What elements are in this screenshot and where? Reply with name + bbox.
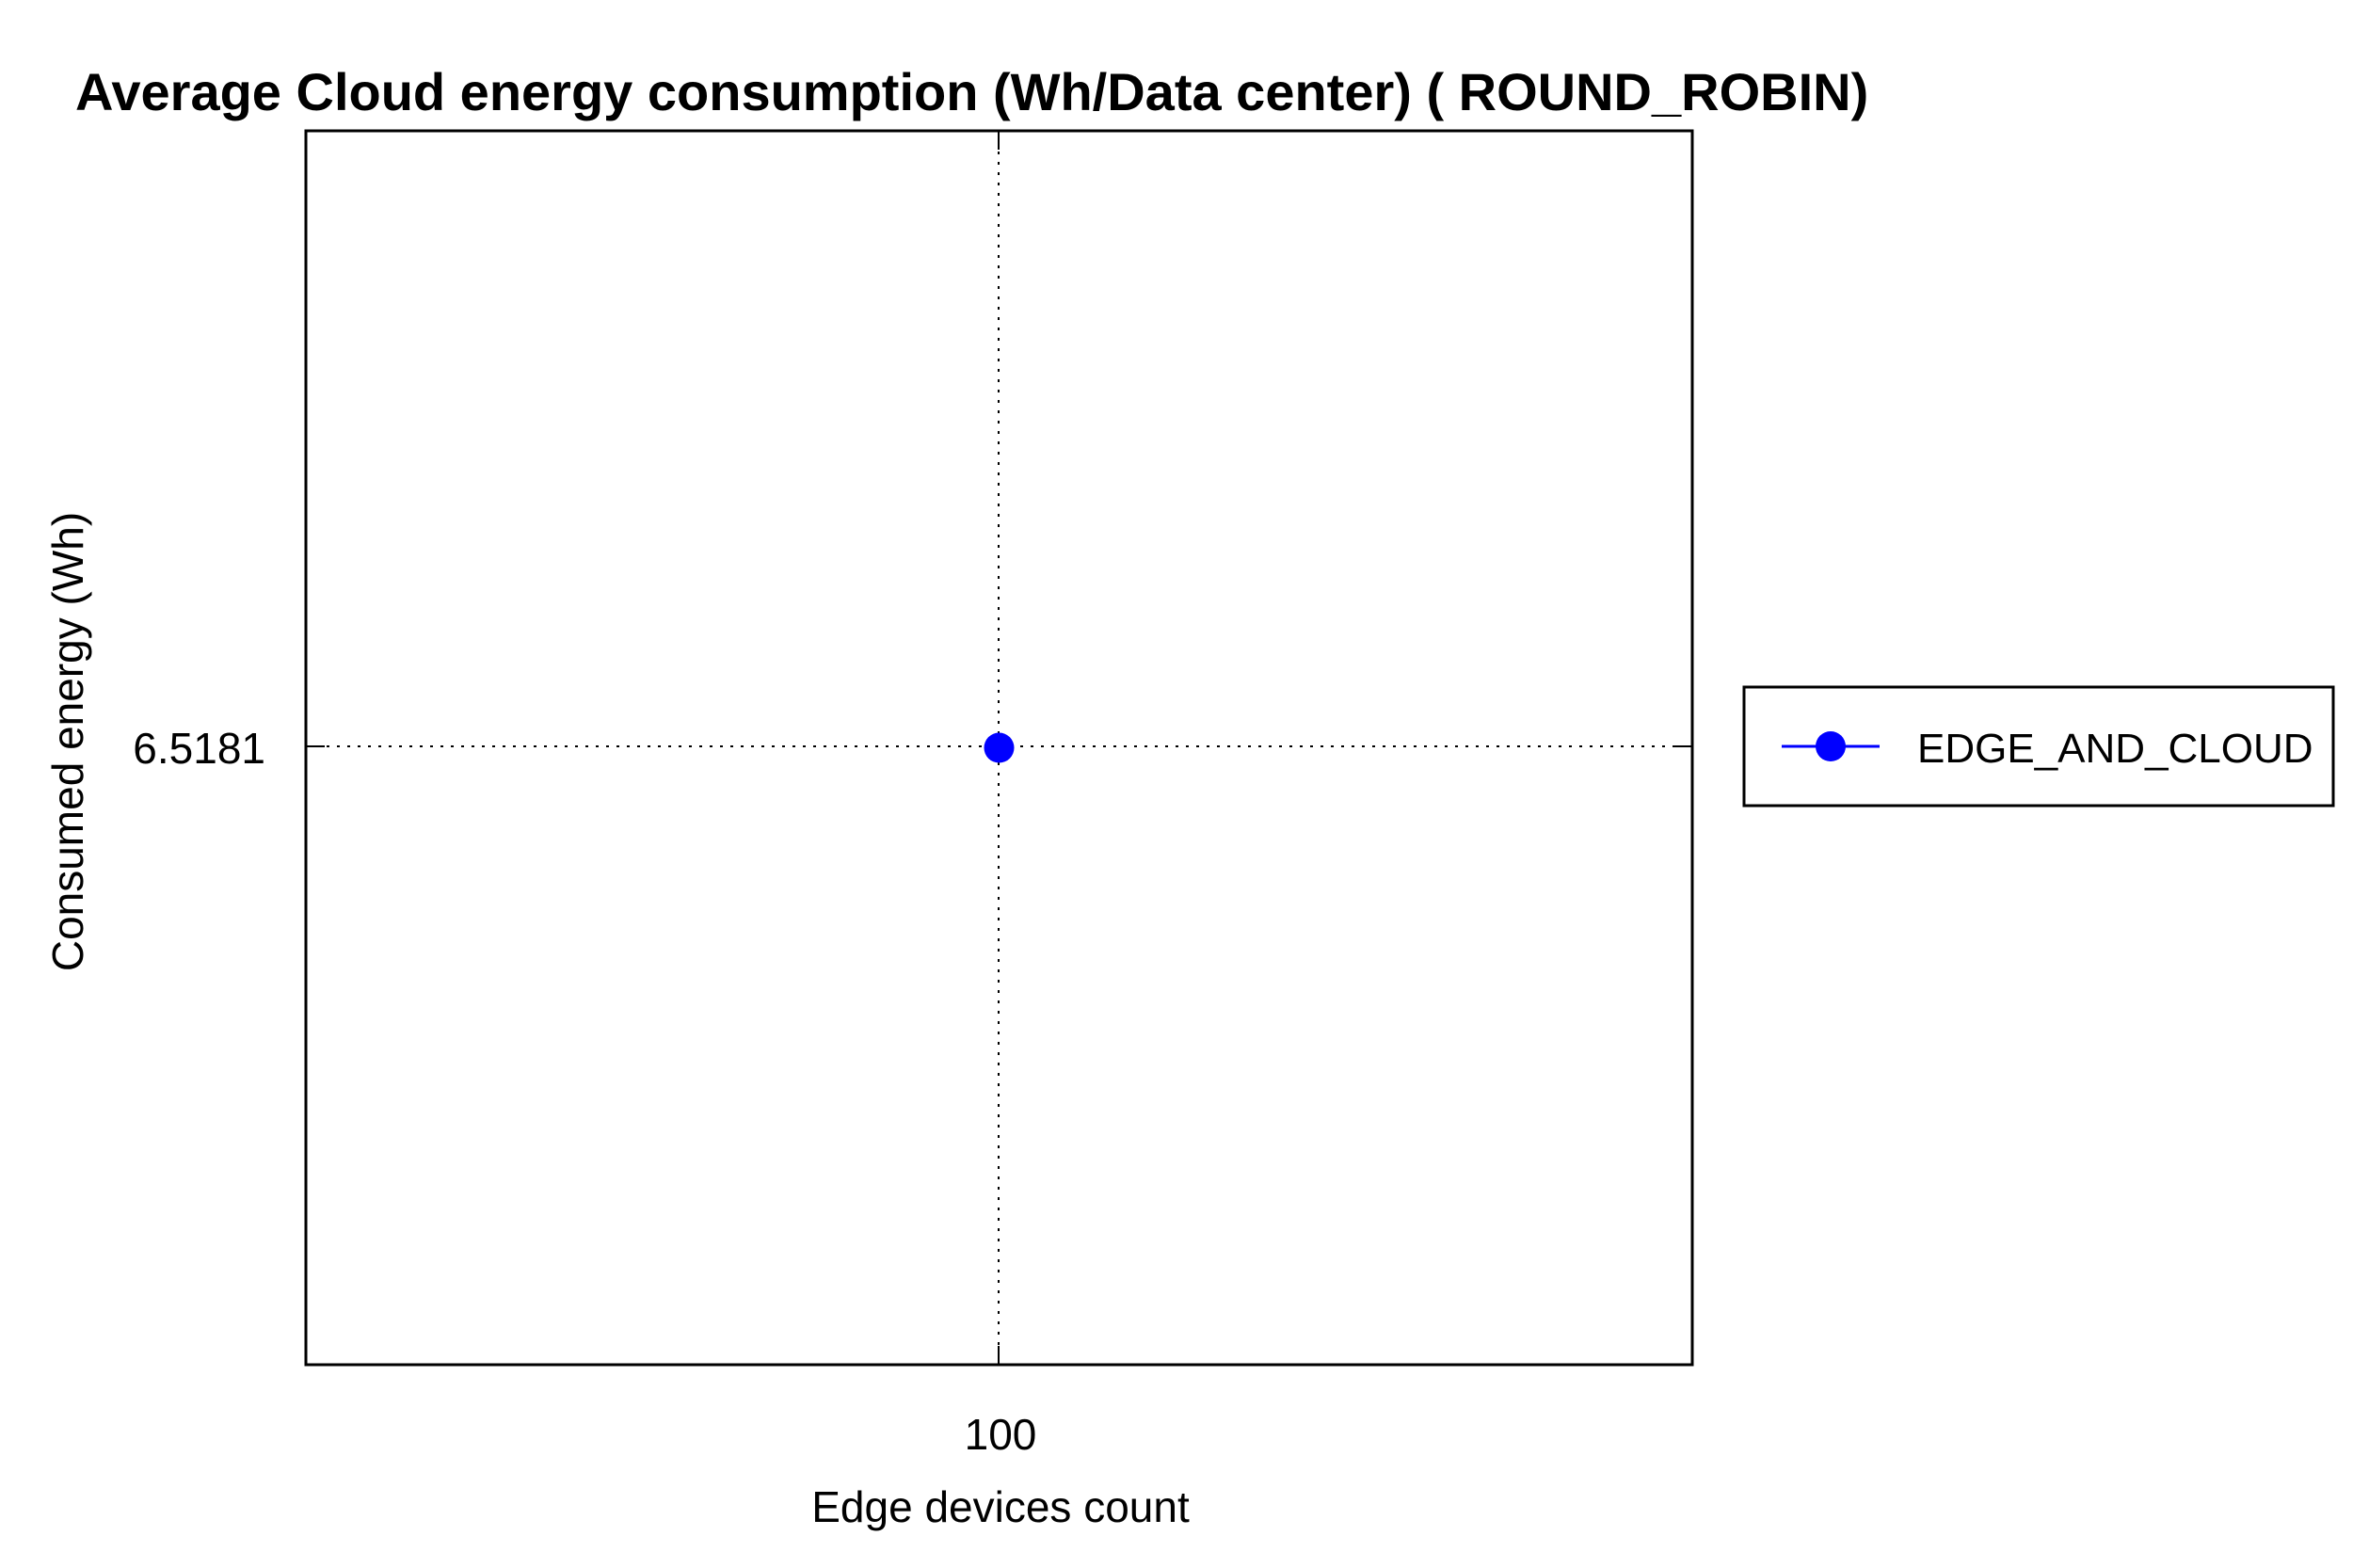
legend-label: EDGE_AND_CLOUD	[1917, 726, 2313, 772]
legend-marker	[1816, 731, 1846, 761]
x-axis-label: Edge devices count	[811, 1482, 1190, 1531]
chart-title: Average Cloud energy consumption (Wh/Dat…	[75, 62, 1868, 121]
y-tick-label: 6.5181	[133, 724, 265, 773]
legend: EDGE_AND_CLOUD	[1742, 685, 2335, 808]
y-axis-label: Consumed energy (Wh)	[43, 512, 92, 971]
series-layer	[984, 732, 1015, 763]
data-point	[984, 732, 1015, 763]
x-tick-label: 100	[965, 1410, 1037, 1459]
